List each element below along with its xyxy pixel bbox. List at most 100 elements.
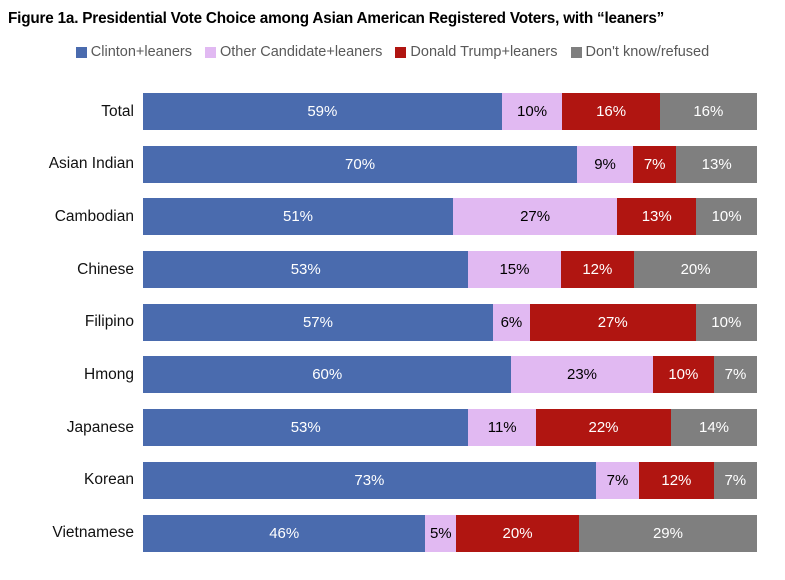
segment-value-label: 12% [661,471,692,489]
bar-segment: 16% [562,93,660,130]
bar-segment: 7% [713,461,758,499]
segment-value-label: 16% [596,103,627,120]
category-label: Korean [84,471,134,489]
segment-value-label: 11% [487,419,517,437]
category-label: Total [101,102,134,120]
stacked-bar: 51% 27% 13% 10% [143,198,758,236]
bar-segment: 9% [577,145,633,183]
chart-row: Cambodian 51% 27% 13% 10% [0,198,785,236]
segment-value-label: 27% [597,313,628,331]
legend-swatch-icon [75,46,87,58]
stacked-bar: 53% 15% 12% 20% [143,251,757,289]
segment-value-label: 6% [500,313,523,331]
bar-segment: 59% [143,93,502,130]
legend-label: Other Candidate+leaners [219,44,383,60]
segment-value-label: 20% [680,261,711,279]
stacked-bar: 46% 5% 20% 29% [143,514,757,552]
segment-value-label: 13% [701,155,732,173]
segment-value-label: 13% [641,208,672,226]
chart-row: Vietnamese 46% 5% 20% 29% [0,514,785,552]
chart-row: Korean 73% 7% 12% 7% [0,461,785,499]
chart-row: Asian Indian 70% 9% 7% 13% [0,145,785,183]
segment-value-label: 10% [668,366,699,384]
chart-row: Total 59% 10% 16% 16% [0,93,785,130]
bar-segment: 7% [632,145,677,183]
segment-value-label: 29% [652,524,683,542]
segment-value-label: 10% [517,103,548,120]
category-label: Hmong [84,365,134,383]
bar-segment: 12% [639,461,714,499]
figure-title: Figure 1a. Presidential Vote Choice amon… [8,10,665,27]
bar-segment: 22% [535,409,672,447]
bar-segment: 60% [143,356,512,394]
segment-value-label: 20% [502,524,533,542]
segment-value-label: 46% [269,524,300,542]
legend: Clinton+leaners Other Candidate+leaners Do… [0,44,785,60]
bar-segment: 14% [671,409,757,447]
bar-segment: 46% [143,514,426,552]
bar-segment: 57% [143,303,493,341]
stacked-bar: 60% 23% 10% 7% [143,356,758,394]
category-label: Chinese [77,260,134,278]
bar-segment: 53% [143,251,469,289]
segment-value-label: 22% [588,419,619,437]
legend-swatch-icon [204,46,216,58]
bar-segment: 27% [529,303,696,341]
category-label: Japanese [66,418,134,436]
chart-row: Filipino 57% 6% 27% 10% [0,303,785,341]
segment-value-label: 7% [724,471,747,489]
bar-segment: 10% [695,303,758,341]
segment-value-label: 53% [290,419,321,437]
segment-value-label: 57% [302,313,333,331]
bar-segment: 15% [468,251,561,289]
segment-value-label: 53% [290,261,321,279]
bar-segment: 20% [456,514,579,552]
bar-segment: 27% [453,198,618,236]
bar-segment: 23% [511,356,653,394]
bar-segment: 53% [143,409,469,447]
bar-segment: 6% [492,303,530,341]
segment-value-label: 5% [429,524,452,542]
segment-value-label: 9% [594,155,616,173]
segment-value-label: 15% [499,261,530,279]
bar-segment: 13% [617,198,697,236]
bar-segment: 12% [560,251,635,289]
legend-item-3: Donald Trump+leaners [395,44,558,60]
segment-value-label: 23% [567,366,598,384]
legend-item-4: Don't know/refused [570,44,709,60]
legend-item-1: Clinton+leaners [75,44,192,60]
category-label: Filipino [84,313,134,331]
bar-segment: 7% [595,461,640,499]
stacked-bar: 57% 6% 27% 10% [143,303,758,341]
bar-segment: 10% [501,93,563,130]
segment-value-label: 73% [354,471,385,489]
chart: Total 59% 10% 16% 16% Asian Indian 70% 9% 7% 13% C… [0,93,785,552]
segment-value-label: 7% [606,471,629,489]
legend-label: Clinton+leaners [90,44,192,60]
legend-item-2: Other Candidate+leaners [204,44,383,60]
bar-segment: 20% [634,251,757,289]
legend-swatch-icon [395,46,407,58]
legend-label: Donald Trump+leaners [410,44,558,60]
bar-segment: 7% [714,356,758,394]
segment-value-label: 59% [307,103,338,120]
stacked-bar: 53% 11% 22% 14% [143,409,757,447]
bar-segment: 73% [143,461,596,499]
bar-segment: 10% [652,356,715,394]
stacked-bar: 73% 7% 12% 7% [143,461,758,499]
bar-segment: 13% [676,145,757,183]
figure: Figure 1a. Presidential Vote Choice amon… [0,10,785,552]
chart-row: Japanese 53% 11% 22% 14% [0,409,785,447]
segment-value-label: 51% [283,208,314,226]
category-label: Cambodian [54,207,134,225]
segment-value-label: 27% [520,208,551,226]
segment-value-label: 60% [312,366,343,384]
stacked-bar: 70% 9% 7% 13% [143,145,757,183]
segment-value-label: 16% [693,103,724,120]
chart-row: Chinese 53% 15% 12% 20% [0,251,785,289]
segment-value-label: 7% [643,155,666,173]
segment-value-label: 10% [711,313,742,331]
legend-swatch-icon [570,46,582,58]
category-label: Vietnamese [52,524,134,541]
segment-value-label: 70% [345,155,376,173]
